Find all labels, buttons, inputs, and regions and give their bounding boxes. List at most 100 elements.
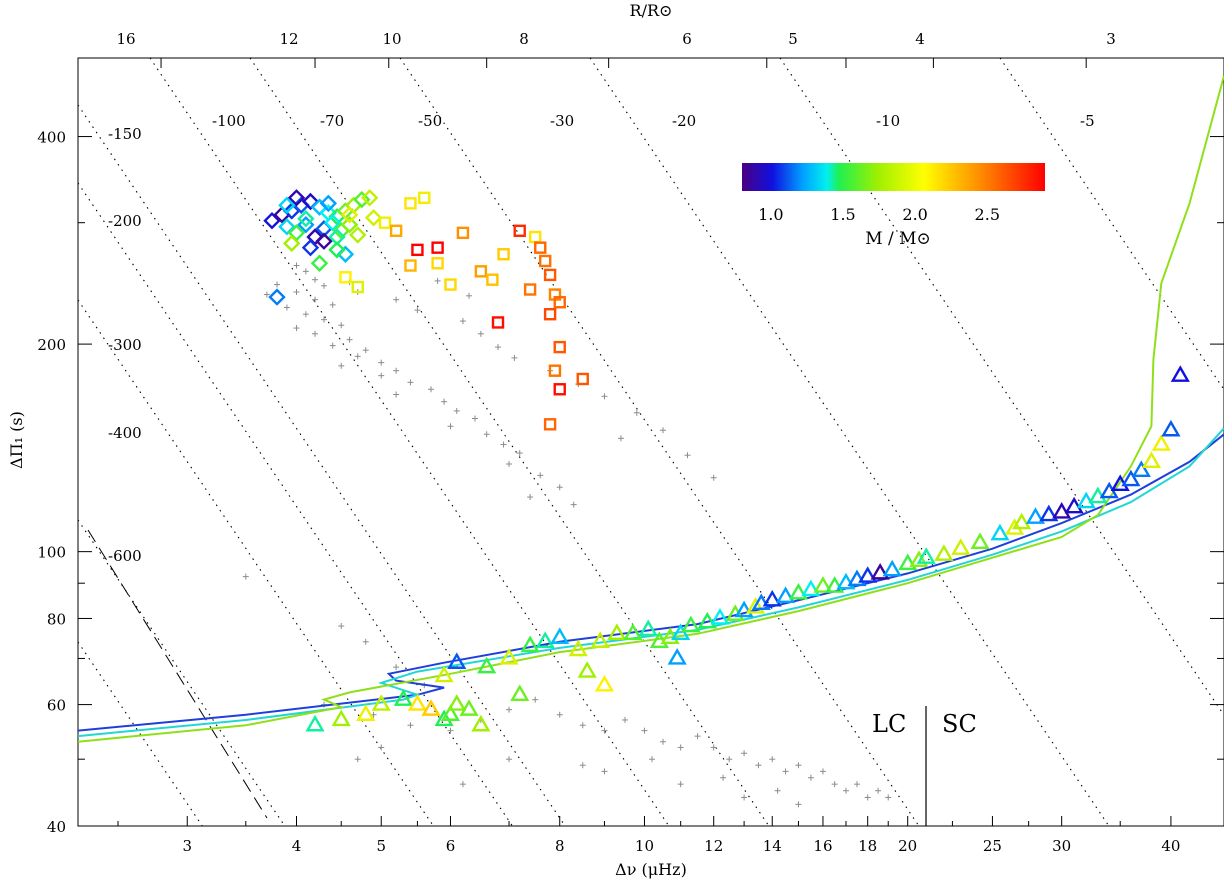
data-point-square xyxy=(486,273,499,286)
data-point-cross xyxy=(346,336,353,343)
data-point-cross xyxy=(293,289,300,296)
top-tick-label: 12 xyxy=(279,30,298,48)
data-point-cross xyxy=(659,738,666,745)
data-point-triangle xyxy=(590,631,610,649)
data-point-triangle xyxy=(393,689,413,706)
data-point-triangle xyxy=(951,538,971,555)
data-point-triangle xyxy=(331,709,351,727)
data-point-diamond xyxy=(301,192,320,211)
data-point-cross xyxy=(741,750,748,757)
top-tick-label: 5 xyxy=(788,30,798,48)
data-point-diamond xyxy=(360,189,379,207)
data-point-triangle xyxy=(1131,460,1151,477)
data-point-diamond xyxy=(328,241,346,259)
data-point-square xyxy=(576,372,589,386)
axis-ticks xyxy=(78,58,1224,827)
data-point-cross xyxy=(537,472,544,479)
data-point-triangle xyxy=(870,562,890,580)
data-point-cross xyxy=(393,367,400,374)
data-point-square xyxy=(339,271,352,284)
y-tick-label: 400 xyxy=(37,129,66,147)
data-point-cross xyxy=(483,431,490,438)
data-point-cross xyxy=(741,794,748,801)
isoline-label: -5 xyxy=(1080,112,1095,130)
data-point-triangle xyxy=(520,635,540,653)
data-point-cross xyxy=(312,276,319,283)
x-tick-label: 18 xyxy=(858,837,877,855)
data-point-cross xyxy=(378,372,385,379)
data-point-cross xyxy=(659,427,666,434)
data-point-cross xyxy=(506,461,513,468)
data-point-triangle xyxy=(1012,512,1032,530)
data-point-triangle xyxy=(836,572,856,590)
top-tick-label: 4 xyxy=(915,30,925,48)
data-point-square xyxy=(456,226,470,240)
data-point-triangle xyxy=(671,623,691,641)
data-point-cross xyxy=(506,706,513,713)
data-point-triangle xyxy=(751,593,771,611)
region-label-sc: SC xyxy=(942,710,977,738)
isoline xyxy=(149,58,670,826)
data-point-cross xyxy=(516,450,523,457)
isoline-label: -300 xyxy=(108,336,142,354)
data-point-triangle xyxy=(550,627,570,644)
data-point-cross xyxy=(354,756,361,763)
top-tick-label: 6 xyxy=(682,30,692,48)
data-point-square xyxy=(431,257,444,270)
data-point-cross xyxy=(302,268,309,275)
data-point-cross xyxy=(556,484,563,491)
data-point-triangle xyxy=(909,550,929,567)
colorbar-tick-label: 2.5 xyxy=(975,205,1000,224)
data-point-triangle xyxy=(434,665,454,683)
data-point-cross xyxy=(795,762,802,769)
data-point-triangle xyxy=(421,699,441,716)
isoline xyxy=(78,641,203,826)
isoline-label: -20 xyxy=(672,112,696,130)
data-point-square xyxy=(351,280,364,294)
data-point-cross xyxy=(495,344,502,351)
isoline-label: -50 xyxy=(418,112,442,130)
data-point-square xyxy=(404,259,417,272)
data-point-triangle xyxy=(934,544,954,561)
data-point-diamond xyxy=(323,213,342,232)
data-point-cross xyxy=(648,756,655,763)
data-point-triangle xyxy=(577,661,597,678)
data-point-cross xyxy=(710,744,717,751)
x-tick-label: 5 xyxy=(376,837,386,855)
data-point-cross xyxy=(885,794,892,801)
data-point-cross xyxy=(527,494,534,501)
isoline xyxy=(78,519,286,826)
data-point-cross xyxy=(831,781,838,788)
data-point-cross xyxy=(293,262,300,269)
data-point-diamond xyxy=(297,210,315,228)
colorbar-tick-label: 1.0 xyxy=(758,205,783,224)
data-point-triangle xyxy=(623,623,643,641)
data-point-triangle xyxy=(990,523,1010,541)
y-axis-tick-labels: 40 60 80 100 200 400 xyxy=(37,129,66,836)
data-point-cross xyxy=(720,774,727,781)
data-point-cross xyxy=(447,423,454,430)
data-point-triangle xyxy=(499,648,519,665)
data-point-triangle xyxy=(801,579,821,597)
data-point-square xyxy=(553,383,566,396)
isoline-label: -100 xyxy=(212,112,246,130)
y-tick-label: 200 xyxy=(37,336,66,354)
data-point-cross xyxy=(320,316,327,323)
data-point-triangle xyxy=(667,648,687,665)
data-point-cross xyxy=(453,407,460,414)
model-track xyxy=(78,427,1224,738)
data-point-diamond xyxy=(283,234,301,253)
x-tick-label: 30 xyxy=(1052,837,1071,855)
data-point-diamond xyxy=(268,288,286,306)
data-point-square xyxy=(543,418,557,431)
data-point-cross xyxy=(378,744,385,751)
x-axis-label: Δν (μHz) xyxy=(615,860,687,879)
x-tick-label: 25 xyxy=(983,837,1002,855)
data-point-diamond xyxy=(353,190,371,209)
data-point-cross xyxy=(556,711,563,718)
data-point-triangle xyxy=(371,694,391,711)
x-tick-label: 40 xyxy=(1161,837,1180,855)
x-tick-label: 3 xyxy=(182,837,192,855)
data-point-cross xyxy=(633,409,640,416)
